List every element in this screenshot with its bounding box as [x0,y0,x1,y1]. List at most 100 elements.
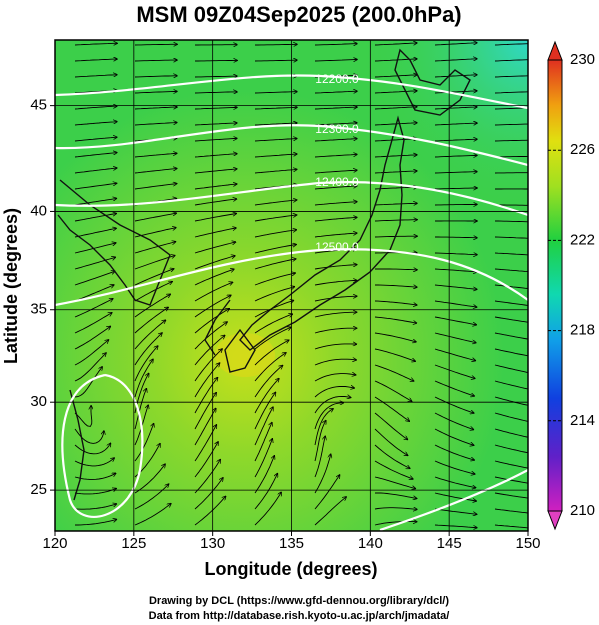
streamline [254,107,297,109]
streamline [74,214,116,222]
streamline [134,169,177,174]
streamline [134,389,146,430]
colorbar-tick-label: 222 [570,231,595,248]
streamline [134,213,176,222]
streamline [434,364,475,378]
streamline [194,169,237,174]
streamline [134,294,170,318]
streamline [314,91,357,93]
colorbar-tick-label: 218 [570,322,595,339]
streamline [434,300,477,307]
streamline [434,59,477,62]
y-axis-title: Latitude (degrees) [1,208,21,364]
streamline [374,75,417,78]
streamline [134,123,177,126]
streamline [374,220,417,221]
streamline [194,199,237,206]
streamline [374,43,417,46]
streamline [494,508,528,514]
streamline [134,333,162,366]
streamline [494,268,528,273]
streamline [194,349,222,382]
streamline [134,464,165,494]
streamline [494,75,528,78]
streamlines [74,43,528,531]
streamline [314,386,354,398]
colorbar-tick-label: 230 [570,51,595,68]
streamline [314,374,356,382]
contour-label: 12500.0 [315,240,359,254]
streamline [254,169,297,174]
streamline [74,122,117,126]
streamline [194,269,234,286]
streamline [254,327,291,350]
streamline [434,444,474,460]
streamline [495,220,528,223]
streamline [74,59,117,62]
streamline [74,313,112,334]
streamline [314,154,357,158]
streamline [434,284,477,289]
streamline [434,492,476,501]
streamline [254,439,272,478]
streamline [134,424,154,462]
streamline [74,406,92,427]
streamline [254,92,297,93]
streamline [134,91,177,93]
streamline [194,309,229,334]
streamline [134,184,177,190]
streamline [314,328,357,334]
streamline [254,200,297,206]
streamline [374,508,417,510]
streamline [434,524,477,528]
streamline [74,153,117,158]
streamline [494,460,528,469]
streamline [374,380,412,401]
streamline [314,312,357,318]
footer-line: Data from http://database.rish.kyoto-u.a… [149,610,450,622]
streamline [374,412,408,440]
streamline [254,492,281,526]
streamline [434,155,477,157]
streamline [254,60,297,61]
streamline [134,346,158,382]
streamline [134,359,153,398]
x-axis-title: Longitude (degrees) [204,559,377,579]
streamline [194,138,237,142]
streamline [494,123,528,126]
streamline [434,253,477,255]
streamline [195,60,237,61]
streamline [134,256,175,270]
streamline [134,484,169,510]
streamline [374,203,417,205]
streamline [194,409,216,446]
streamline [194,214,236,222]
streamline [134,242,176,254]
streamline [254,379,279,414]
streamline [494,428,528,438]
streamline [254,123,297,126]
streamline [494,380,528,390]
streamline [254,139,297,142]
streamline [74,243,116,254]
streamline [194,228,236,238]
streamline [494,236,528,239]
title: MSM 09Z04Sep2025 (200.0hPa) [136,2,461,27]
streamline [314,475,340,510]
streamline [314,280,357,286]
streamline [255,44,297,45]
streamline [314,403,343,430]
streamline [254,230,296,238]
streamline [74,137,117,142]
streamline [74,489,116,495]
streamline [374,107,417,110]
streamline [434,204,477,205]
streamline [494,107,528,110]
coastline [57,48,471,501]
streamline [74,271,115,286]
streamline [374,332,416,342]
streamline [254,340,289,366]
streamline [375,492,417,499]
streamline [494,155,528,158]
